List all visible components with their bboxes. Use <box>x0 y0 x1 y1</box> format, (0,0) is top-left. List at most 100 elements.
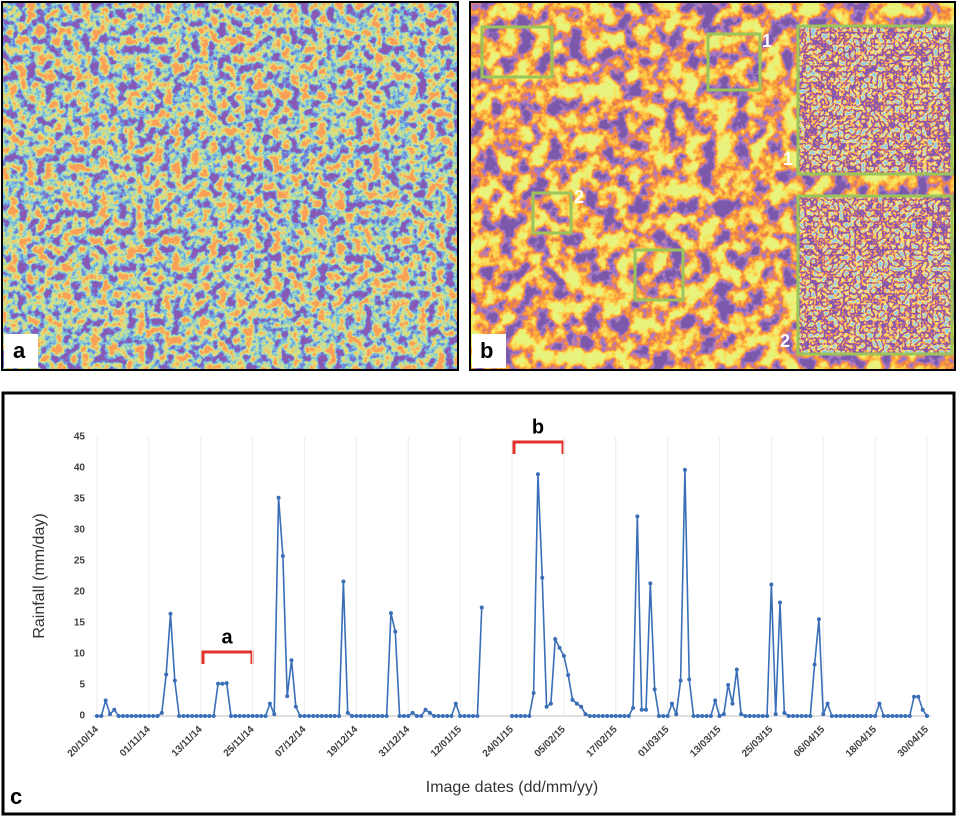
rainfall-point <box>359 714 363 718</box>
rainfall-point <box>791 714 795 718</box>
rainfall-point <box>514 714 518 718</box>
rainfall-point <box>354 714 358 718</box>
rainfall-point <box>700 714 704 718</box>
rainfall-point <box>769 583 773 587</box>
rainfall-point <box>536 472 540 476</box>
rainfall-point <box>437 714 441 718</box>
rainfall-point <box>454 702 458 706</box>
box-label: 1 <box>762 31 772 51</box>
rainfall-point <box>519 714 523 718</box>
rainfall-point <box>843 714 847 718</box>
rainfall-point <box>765 714 769 718</box>
rainfall-point <box>471 714 475 718</box>
rainfall-point <box>882 714 886 718</box>
rainfall-point <box>670 702 674 706</box>
rainfall-point <box>177 714 181 718</box>
rainfall-point <box>718 714 722 718</box>
rainfall-point <box>869 714 873 718</box>
rainfall-point <box>125 714 129 718</box>
rainfall-point <box>402 714 406 718</box>
rainfall-point <box>134 714 138 718</box>
rainfall-point <box>449 714 453 718</box>
rainfall-point <box>644 708 648 712</box>
rainfall-point <box>194 714 198 718</box>
rainfall-point <box>130 714 134 718</box>
rainfall-point <box>290 658 294 662</box>
rainfall-point <box>363 714 367 718</box>
rainfall-point <box>705 714 709 718</box>
rainfall-point <box>117 714 121 718</box>
y-axis-title: Rainfall (mm/day) <box>31 513 48 638</box>
y-tick-label: 0 <box>79 711 85 722</box>
rainfall-point <box>380 714 384 718</box>
rainfall-point <box>877 702 881 706</box>
y-tick-label: 35 <box>74 494 86 505</box>
rainfall-point <box>808 714 812 718</box>
rainfall-point <box>666 714 670 718</box>
chart-border <box>3 393 954 814</box>
panel-a: a <box>2 2 458 370</box>
rainfall-point <box>315 714 319 718</box>
annotation: a <box>221 626 233 648</box>
rainfall-point <box>281 554 285 558</box>
rainfall-point <box>895 714 899 718</box>
rainfall-point <box>687 677 691 681</box>
rainfall-point <box>285 694 289 698</box>
rainfall-point <box>774 712 778 716</box>
rainfall-point <box>294 705 298 709</box>
rainfall-point <box>268 702 272 706</box>
rainfall-point <box>653 687 657 691</box>
rainfall-point <box>864 714 868 718</box>
rainfall-point <box>324 714 328 718</box>
rainfall-point <box>341 579 345 583</box>
rainfall-point <box>346 711 350 715</box>
y-tick-label: 40 <box>74 463 86 474</box>
rainfall-point <box>251 714 255 718</box>
rainfall-point <box>903 714 907 718</box>
rainfall-point <box>337 714 341 718</box>
rainfall-point <box>328 714 332 718</box>
y-tick-label: 25 <box>74 556 86 567</box>
rainfall-point <box>839 714 843 718</box>
rainfall-point <box>186 714 190 718</box>
rainfall-point <box>609 714 613 718</box>
rainfall-point <box>713 699 717 703</box>
rainfall-point <box>151 714 155 718</box>
rainfall-point <box>813 663 817 667</box>
rainfall-point <box>648 581 652 585</box>
rainfall-point <box>748 714 752 718</box>
rainfall-point <box>95 714 99 718</box>
rainfall-point <box>385 714 389 718</box>
rainfall-point <box>692 714 696 718</box>
y-tick-label: 15 <box>74 618 86 629</box>
rainfall-point <box>376 714 380 718</box>
rainfall-point <box>108 712 112 716</box>
rainfall-point <box>220 682 224 686</box>
rainfall-point <box>890 714 894 718</box>
rainfall-point <box>562 654 566 658</box>
rainfall-point <box>311 714 315 718</box>
rainfall-point <box>199 714 203 718</box>
rainfall-point <box>679 679 683 683</box>
rainfall-point <box>795 714 799 718</box>
rainfall-point <box>553 637 557 641</box>
rainfall-point <box>303 714 307 718</box>
rainfall-point <box>259 714 263 718</box>
rainfall-point <box>147 714 151 718</box>
rainfall-point <box>635 514 639 518</box>
rainfall-point <box>212 714 216 718</box>
rainfall-point <box>821 712 825 716</box>
rainfall-point <box>277 496 281 500</box>
rainfall-point <box>661 714 665 718</box>
rainfall-point <box>761 714 765 718</box>
rainfall-point <box>532 691 536 695</box>
rainfall-point <box>320 714 324 718</box>
rainfall-point <box>921 708 925 712</box>
rainfall-point <box>160 711 164 715</box>
rainfall-point <box>242 714 246 718</box>
rainfall-point <box>631 706 635 710</box>
rainfall-point <box>583 712 587 716</box>
rainfall-point <box>143 714 147 718</box>
rainfall-point <box>350 714 354 718</box>
rainfall-point <box>411 711 415 715</box>
